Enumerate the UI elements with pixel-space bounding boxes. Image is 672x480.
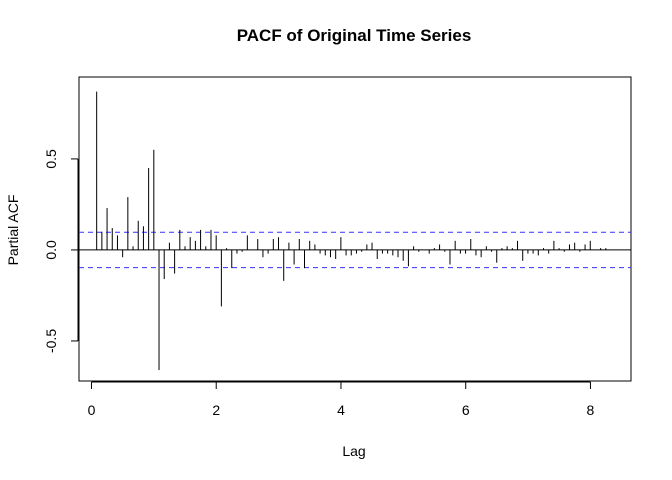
x-axis-label: Lag <box>342 443 365 459</box>
y-tick-label: -0.5 <box>43 329 59 353</box>
x-axis: 0 2 4 6 8 <box>88 381 595 418</box>
x-tick-label: 4 <box>337 402 345 418</box>
x-tick-label: 6 <box>462 402 470 418</box>
chart-title: PACF of Original Time Series <box>237 26 472 45</box>
x-tick-label: 2 <box>212 402 220 418</box>
confidence-bounds <box>79 231 631 269</box>
y-axis-label: Partial ACF <box>5 195 21 266</box>
pacf-stems <box>96 91 607 371</box>
x-tick-label: 0 <box>88 402 96 418</box>
x-tick-label: 8 <box>587 402 595 418</box>
plot-frame <box>78 76 632 382</box>
y-tick-label: 0.5 <box>43 149 59 169</box>
y-tick-label: 0.0 <box>43 240 59 260</box>
y-axis: -0.5 0.0 0.5 <box>43 149 79 353</box>
